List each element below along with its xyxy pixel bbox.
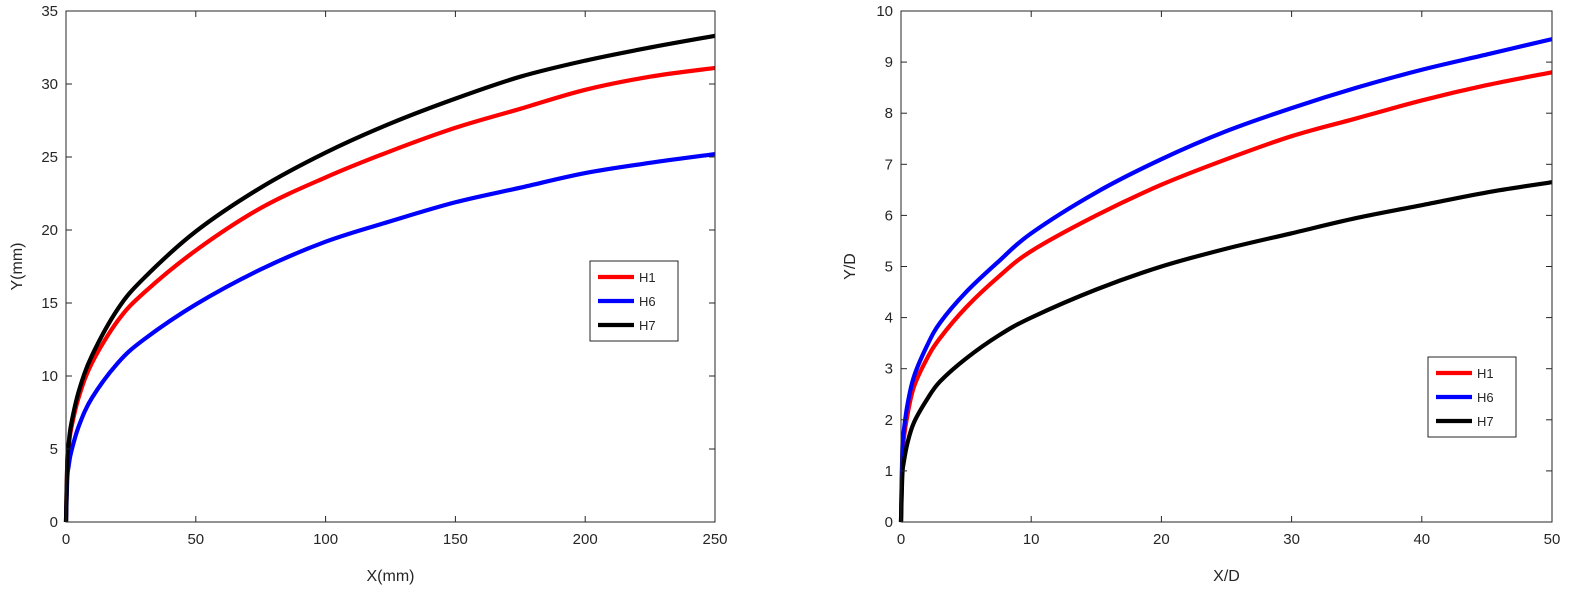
x-tick-label: 150 — [443, 531, 468, 548]
y-tick-label: 4 — [885, 310, 893, 327]
series-line-h6 — [898, 37, 1553, 523]
y-tick-label: 5 — [50, 441, 58, 458]
chart-right: 0 10 20 30 40 50 0 1 2 3 4 5 6 7 8 9 10 X/D Y/D H1 H6 H7 — [842, 3, 1560, 585]
y-tick-label: 35 — [41, 3, 58, 20]
y-tick-label: 8 — [885, 105, 893, 122]
x-tick-label: 200 — [573, 531, 598, 548]
legend-label-h7: H7 — [1477, 414, 1494, 429]
legend-label-h1: H1 — [1477, 366, 1494, 381]
axes-box — [65, 10, 716, 523]
y-axis-label: Y/D — [842, 253, 859, 280]
series-line-h7 — [63, 33, 716, 523]
plot-area — [901, 11, 1552, 522]
y-tick-label: 3 — [885, 361, 893, 378]
legend-label-h6: H6 — [639, 294, 656, 309]
x-axis-label: X/D — [1213, 568, 1240, 585]
y-tick-label: 10 — [41, 368, 58, 385]
y-tick-label: 0 — [50, 514, 58, 531]
y-tick-label: 1 — [885, 463, 893, 480]
x-tick-label: 0 — [62, 531, 70, 548]
chart-left: 0 50 100 150 200 250 0 5 10 15 20 25 30 35 X(mm) Y(mm) H… — [9, 3, 728, 585]
y-tick-label: 0 — [885, 514, 893, 531]
x-tick-label: 0 — [897, 531, 905, 548]
y-tick-label: 6 — [885, 207, 893, 224]
y-axis-label: Y(mm) — [9, 243, 26, 291]
x-tick-label: 50 — [187, 531, 204, 548]
legend-label-h1: H1 — [639, 270, 656, 285]
y-tick-label: 15 — [41, 295, 58, 312]
y-tick-label: 7 — [885, 156, 893, 173]
legend-label-h7: H7 — [639, 318, 656, 333]
x-axis-label: X(mm) — [367, 568, 415, 585]
x-tick-label: 20 — [1153, 531, 1170, 548]
y-tick-label: 20 — [41, 222, 58, 239]
y-tick-label: 5 — [885, 259, 893, 276]
x-tick-label: 50 — [1544, 531, 1561, 548]
y-tick-label: 2 — [885, 412, 893, 429]
y-tick-label: 9 — [885, 54, 893, 71]
y-tick-label: 25 — [41, 149, 58, 166]
legend: H1 H6 H7 — [1427, 356, 1517, 438]
x-tick-label: 30 — [1283, 531, 1300, 548]
x-tick-label: 10 — [1023, 531, 1040, 548]
legend: H1 H6 H7 — [589, 260, 679, 342]
y-tick-label: 30 — [41, 76, 58, 93]
x-tick-label: 250 — [702, 531, 727, 548]
x-tick-label: 40 — [1413, 531, 1430, 548]
series-line-h6 — [63, 151, 716, 523]
series-line-h7 — [898, 180, 1553, 523]
y-tick-label: 10 — [876, 3, 893, 20]
x-tick-label: 100 — [313, 531, 338, 548]
legend-label-h6: H6 — [1477, 390, 1494, 405]
